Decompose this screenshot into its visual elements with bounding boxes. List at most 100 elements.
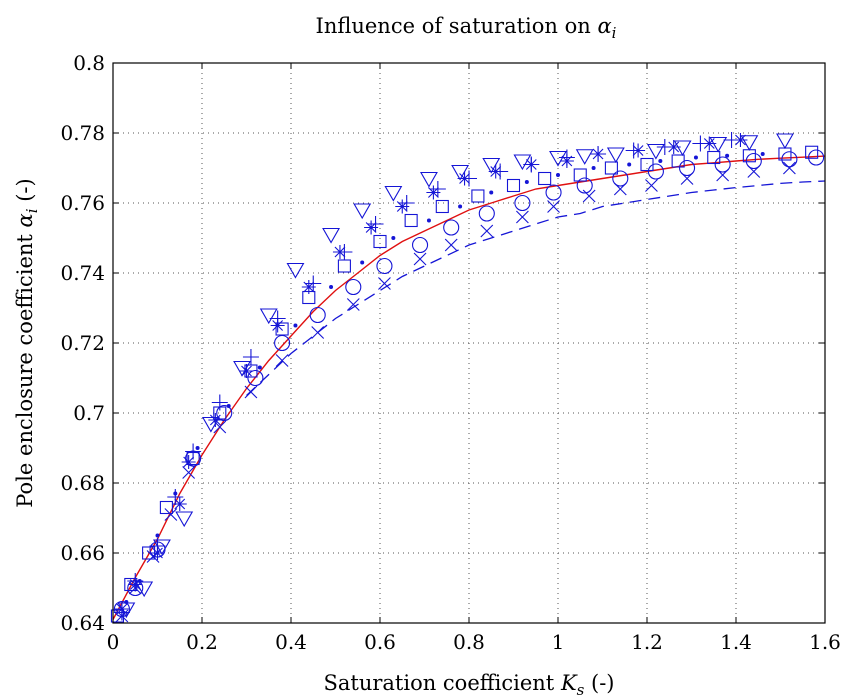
y-tick-label: 0.8 bbox=[73, 51, 105, 75]
data-point-triangle-down bbox=[740, 135, 759, 151]
data-point-star bbox=[181, 455, 196, 469]
data-point-x bbox=[582, 189, 596, 203]
data-point-plus bbox=[127, 573, 144, 589]
x-tick-label: 0.6 bbox=[364, 630, 396, 654]
dashed-curve bbox=[246, 180, 826, 396]
data-point-dot bbox=[489, 190, 494, 195]
data-point-plus bbox=[461, 170, 477, 187]
data-point-triangle-down bbox=[153, 539, 171, 556]
x-axis-title: Saturation coefficient Ks (-) bbox=[323, 671, 614, 699]
data-point-x bbox=[164, 508, 178, 521]
data-point-square bbox=[435, 199, 449, 214]
y-tick-label: 0.68 bbox=[60, 471, 105, 495]
data-point-plus bbox=[656, 139, 673, 155]
data-point-plus bbox=[167, 489, 184, 505]
data-point-dot bbox=[760, 152, 765, 156]
tick-marks bbox=[112, 62, 826, 624]
data-point-dot bbox=[556, 173, 560, 177]
y-tick-label: 0.76 bbox=[60, 191, 105, 215]
data-point-triangle-down bbox=[575, 149, 594, 165]
data-point-x bbox=[311, 326, 325, 339]
data-point-circle bbox=[309, 306, 326, 324]
data-point-star bbox=[239, 364, 254, 378]
data-point-circle bbox=[216, 404, 233, 422]
data-point-plus bbox=[269, 310, 286, 327]
y-tick-label: 0.7 bbox=[73, 401, 105, 425]
data-point-triangle-down bbox=[482, 157, 501, 174]
data-point-triangle-down bbox=[175, 511, 194, 528]
data-point-square bbox=[373, 234, 387, 249]
data-point-circle bbox=[247, 369, 264, 387]
data-point-x bbox=[244, 385, 258, 399]
data-point-triangle-down bbox=[513, 154, 532, 171]
data-point-x bbox=[783, 161, 796, 175]
data-point-x bbox=[480, 224, 494, 238]
chart-title-math: α bbox=[597, 14, 611, 38]
data-point-star bbox=[301, 280, 316, 294]
data-point-circle bbox=[274, 334, 291, 352]
data-point-star bbox=[395, 199, 410, 214]
data-point-plus bbox=[590, 146, 607, 162]
x-tick-label: 1.2 bbox=[631, 630, 663, 654]
data-point-x bbox=[413, 252, 427, 266]
x-tick-label: 0.2 bbox=[186, 630, 218, 654]
data-point-square bbox=[604, 161, 618, 175]
data-point-triangle-down bbox=[201, 416, 220, 433]
data-point-x bbox=[275, 354, 289, 367]
y-axis-title-math: α bbox=[13, 213, 37, 227]
data-point-triangle-down bbox=[384, 185, 403, 202]
x-axis-title-text: Saturation coefficient bbox=[323, 671, 560, 695]
data-point-square bbox=[538, 171, 552, 186]
data-point-dot bbox=[195, 446, 200, 450]
y-tick-labels: 0.64 0.66 0.68 0.7 0.72 0.74 0.76 0.78 0.8 bbox=[60, 51, 105, 635]
data-point-square bbox=[275, 322, 289, 336]
x-tick-label: 1.6 bbox=[809, 630, 841, 654]
data-point-star bbox=[666, 140, 681, 154]
data-point-circle bbox=[545, 184, 562, 201]
data-point-plus bbox=[185, 443, 202, 460]
data-point-triangle-down bbox=[646, 143, 665, 160]
fit-curve bbox=[112, 155, 826, 620]
x-axis-title-unit: (-) bbox=[584, 671, 614, 695]
y-tick-label: 0.74 bbox=[60, 261, 105, 285]
x-tick-label: 1 bbox=[552, 630, 565, 654]
data-point-dot bbox=[458, 204, 463, 209]
data-point-x bbox=[716, 168, 730, 182]
data-point-dot bbox=[524, 180, 529, 184]
data-point-square bbox=[110, 609, 124, 623]
data-point-dot bbox=[293, 323, 298, 328]
data-point-circle bbox=[514, 194, 531, 212]
data-point-dot bbox=[426, 218, 431, 223]
data-point-star bbox=[426, 185, 441, 200]
data-point-triangle-down bbox=[233, 360, 251, 377]
data-point-x bbox=[182, 466, 196, 479]
chart-title-math-sub: i bbox=[612, 24, 617, 42]
y-axis-title-math-sub: i bbox=[23, 208, 41, 213]
data-point-plus bbox=[113, 604, 130, 621]
data-point-square bbox=[159, 500, 173, 515]
x-axis-title-math-sub: s bbox=[577, 681, 585, 699]
data-point-circle bbox=[411, 236, 429, 254]
data-point-square bbox=[471, 189, 485, 203]
data-point-triangle-down bbox=[117, 602, 136, 619]
x-axis-title-math: K bbox=[560, 671, 578, 695]
data-point-plus bbox=[625, 142, 642, 159]
data-point-dot bbox=[591, 166, 596, 170]
x-tick-label: 0.4 bbox=[275, 630, 307, 654]
data-point-square bbox=[337, 259, 351, 273]
data-point-triangle-down bbox=[259, 308, 278, 325]
curve-lines bbox=[112, 155, 826, 620]
data-point-dot bbox=[226, 404, 231, 408]
data-point-circle bbox=[376, 257, 393, 275]
data-point-circle bbox=[808, 149, 825, 166]
data-point-plus bbox=[429, 181, 446, 197]
data-point-circle bbox=[714, 156, 731, 173]
chart-title-text: Influence of saturation on bbox=[316, 14, 598, 38]
data-point-plus bbox=[305, 275, 322, 292]
data-point-square bbox=[506, 178, 521, 193]
data-point-circle bbox=[478, 205, 495, 222]
data-point-x bbox=[516, 210, 529, 224]
data-point-x bbox=[613, 182, 627, 196]
data-point-triangle-down bbox=[776, 133, 794, 150]
